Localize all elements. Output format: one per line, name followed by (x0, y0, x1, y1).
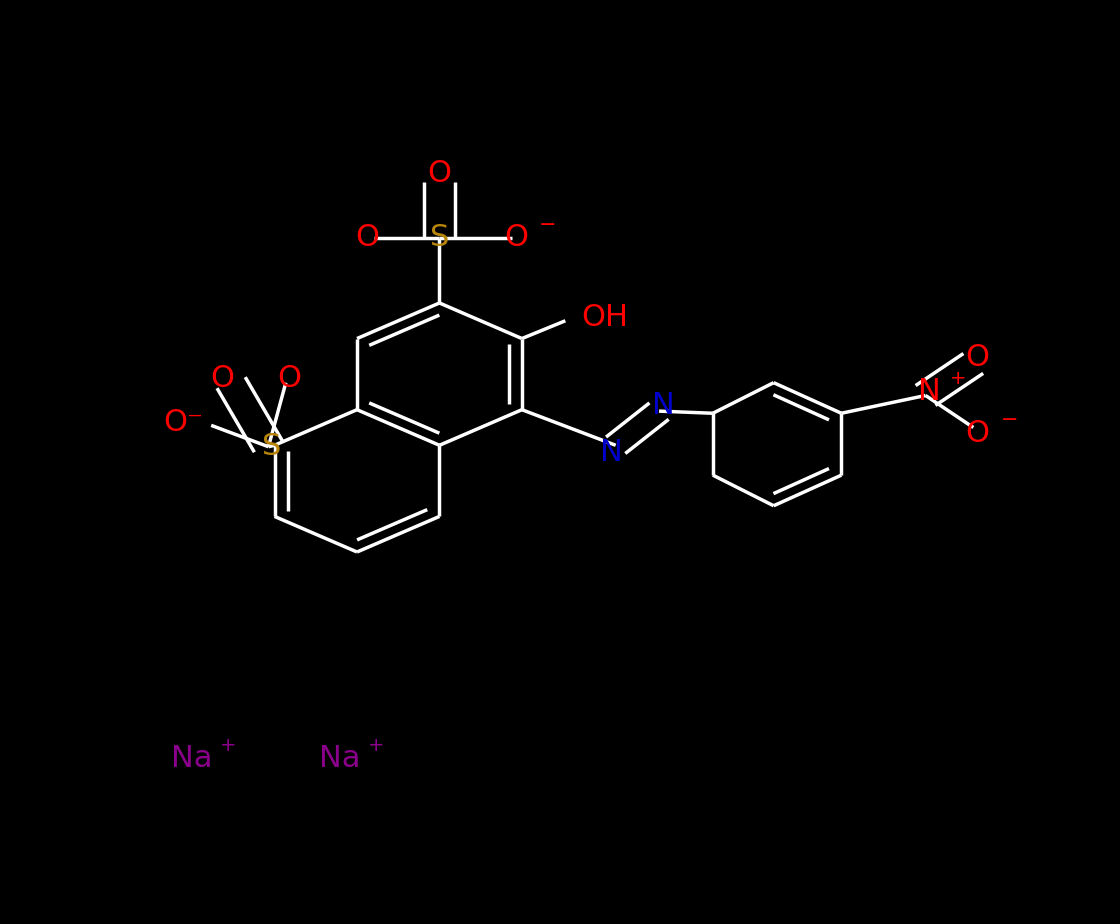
Text: O⁻: O⁻ (164, 408, 204, 437)
Text: O: O (278, 364, 301, 393)
Text: N: N (917, 377, 941, 407)
Text: O: O (428, 159, 451, 188)
Text: −: − (1001, 410, 1018, 431)
Text: +: + (367, 736, 384, 755)
Text: S: S (430, 223, 449, 252)
Text: Na: Na (171, 744, 213, 772)
Text: Na: Na (319, 744, 361, 772)
Text: O: O (964, 419, 989, 448)
Text: O: O (504, 223, 528, 252)
Text: O: O (964, 343, 989, 372)
Text: N: N (652, 391, 674, 419)
Text: O: O (211, 364, 234, 393)
Text: N: N (600, 438, 623, 467)
Text: S: S (262, 432, 281, 461)
Text: OH: OH (581, 303, 628, 332)
Text: +: + (950, 369, 967, 388)
Text: −: − (539, 214, 557, 235)
Text: +: + (221, 736, 236, 755)
Text: O: O (355, 223, 380, 252)
